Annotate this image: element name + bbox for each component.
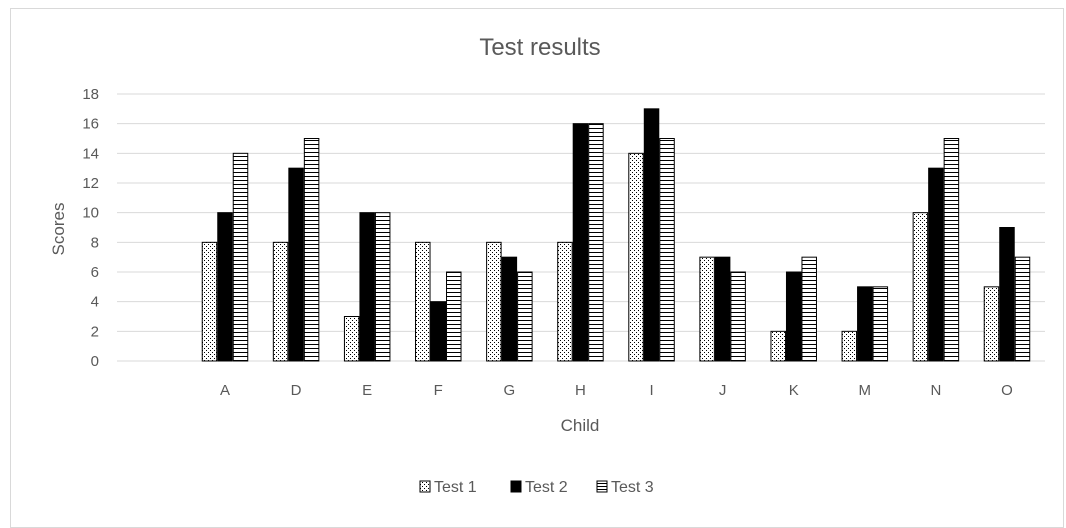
- chart-title: Test results: [479, 34, 600, 61]
- bar: [1014, 256, 1031, 362]
- bar: [928, 167, 944, 362]
- y-tick-labels: 0 2 4 6 8 10 12 14 16 18: [82, 86, 99, 370]
- bars: [201, 108, 1031, 362]
- bar: [217, 212, 233, 362]
- bar: [288, 167, 304, 362]
- x-tick-label: A: [220, 382, 230, 399]
- legend-label: Test 2: [525, 479, 568, 496]
- x-tick-label: D: [291, 382, 302, 399]
- bar: [272, 241, 289, 362]
- bar: [943, 138, 960, 362]
- legend-label: Test 3: [611, 479, 654, 496]
- y-tick-label: 2: [91, 323, 99, 340]
- bar: [303, 138, 320, 362]
- y-tick-label: 16: [82, 116, 99, 133]
- legend-swatch: [596, 480, 608, 493]
- x-tick-label: E: [362, 382, 372, 399]
- y-tick-label: 6: [91, 264, 99, 281]
- bar: [343, 316, 360, 362]
- bar: [486, 241, 502, 362]
- y-tick-label: 4: [91, 294, 99, 311]
- bar: [643, 108, 660, 362]
- x-axis-label: Child: [561, 416, 600, 435]
- x-tick-label: H: [575, 382, 586, 399]
- bar: [770, 330, 786, 362]
- bar: [201, 241, 218, 362]
- bar: [501, 256, 518, 362]
- bar: [841, 330, 858, 362]
- bar: [872, 286, 889, 362]
- y-tick-label: 18: [82, 86, 99, 103]
- x-tick-label: K: [789, 382, 799, 399]
- bar: [659, 138, 675, 362]
- y-tick-label: 0: [91, 353, 99, 370]
- x-tick-label: N: [930, 382, 941, 399]
- bar: [699, 256, 715, 362]
- bar: [446, 271, 462, 362]
- chart-frame: [10, 8, 1064, 528]
- bar: [374, 212, 391, 362]
- bar: [801, 256, 817, 362]
- x-tick-label: O: [1001, 382, 1013, 399]
- x-tick-label: J: [719, 382, 727, 399]
- bar: [415, 241, 431, 362]
- y-tick-label: 12: [82, 175, 99, 192]
- bar: [730, 271, 746, 362]
- bar: [588, 123, 604, 362]
- bar-chart: Test results Scores Child 0 2 4 6 8 10 12 14 16 1…: [49, 34, 1045, 496]
- legend-label: Test 1: [434, 479, 477, 496]
- y-axis-label: Scores: [49, 203, 68, 256]
- bar: [999, 227, 1015, 362]
- y-tick-label: 14: [82, 145, 99, 162]
- bar: [714, 256, 731, 362]
- x-tick-label: G: [504, 382, 516, 399]
- bar: [517, 271, 533, 362]
- legend-swatch: [510, 480, 522, 493]
- bar: [232, 152, 249, 362]
- legend: Test 1 Test 2 Test 3: [419, 479, 654, 496]
- bar: [983, 286, 1000, 362]
- bar: [857, 286, 873, 362]
- bar: [912, 212, 929, 362]
- bar: [628, 152, 644, 362]
- legend-swatch: [419, 480, 431, 493]
- bar: [359, 212, 375, 362]
- y-tick-label: 8: [91, 234, 99, 251]
- y-tick-label: 10: [82, 205, 99, 222]
- bar: [785, 271, 802, 362]
- x-tick-label: F: [434, 382, 443, 399]
- x-tick-label: M: [859, 382, 872, 399]
- bar: [572, 123, 589, 362]
- bar: [430, 301, 447, 362]
- bar: [557, 241, 573, 362]
- x-tick-label: I: [649, 382, 653, 399]
